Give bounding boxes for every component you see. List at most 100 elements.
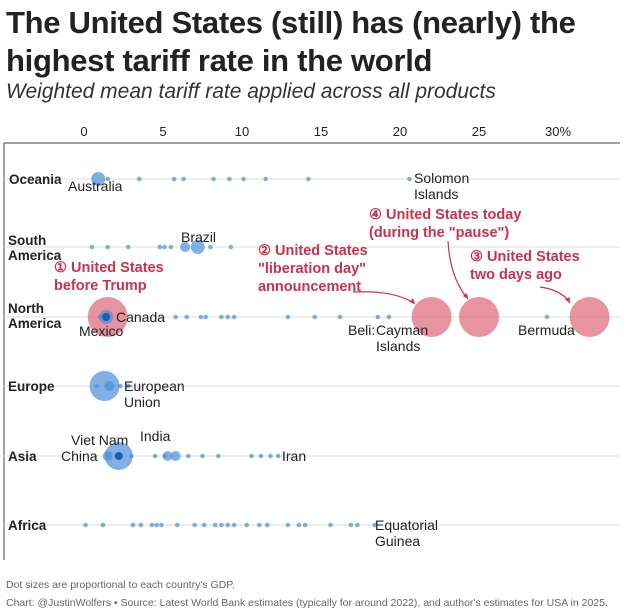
region-label: Africa xyxy=(8,518,47,533)
country-dot xyxy=(170,451,181,461)
country-dot xyxy=(276,453,281,459)
country-dot xyxy=(227,176,232,182)
country-dot xyxy=(104,381,115,391)
country-dot xyxy=(306,176,311,182)
arrowhead-today xyxy=(462,293,468,299)
country-dot xyxy=(225,522,231,528)
country-dot xyxy=(337,314,343,320)
country-dot xyxy=(216,453,221,459)
annotation-before-trump: ① United States before Trump xyxy=(54,260,164,294)
country-dot xyxy=(200,453,205,459)
gdp-size-note: Dot sizes are proportional to each count… xyxy=(6,579,235,591)
country-label: Bermuda xyxy=(518,322,575,338)
annotation-liberation-day: ② United States "liberation day" announcem… xyxy=(258,243,368,295)
country-dot xyxy=(241,176,246,182)
country-dot xyxy=(348,522,354,528)
country-dot xyxy=(162,244,167,250)
country-dot xyxy=(296,522,302,528)
region-label: North America xyxy=(8,301,62,331)
country-dot xyxy=(249,453,254,459)
country-dot xyxy=(159,522,164,528)
country-dot xyxy=(83,522,88,528)
country-label: Cayman Islands xyxy=(376,322,428,354)
country-dot xyxy=(168,244,174,250)
country-dot xyxy=(328,522,333,528)
x-tick-label: 0 xyxy=(80,124,87,139)
country-dot xyxy=(184,314,189,320)
country-dot xyxy=(375,314,381,320)
country-dot xyxy=(97,314,103,320)
country-dot xyxy=(192,522,197,528)
source-note: Chart: @JustinWolfers • Source: Latest W… xyxy=(6,597,608,609)
country-dot xyxy=(231,522,237,528)
x-tick-label: 20 xyxy=(393,124,407,139)
country-dot xyxy=(228,244,234,250)
usa-tariff-circle xyxy=(569,297,610,337)
x-tick-label: 30% xyxy=(545,124,571,139)
x-tick-label: 5 xyxy=(159,124,166,139)
country-dot xyxy=(219,314,224,320)
arrowhead-two-days-ago xyxy=(565,297,570,303)
country-dot xyxy=(372,522,378,528)
country-dot xyxy=(264,522,270,528)
annotation-two-days-ago: ③ United States two days ago xyxy=(470,249,580,283)
country-label: India xyxy=(140,428,171,444)
annotation-today: ④ United States today (during the "pause"… xyxy=(369,207,521,241)
region-label: South America xyxy=(8,233,62,263)
country-dot xyxy=(285,314,291,320)
country-dot xyxy=(91,172,106,186)
country-dot xyxy=(257,522,262,528)
country-label: European Union xyxy=(124,378,185,410)
region-label: Oceania xyxy=(9,172,62,187)
country-dot xyxy=(100,522,106,528)
region-label: Asia xyxy=(8,449,37,464)
country-dot xyxy=(180,242,191,252)
country-dot xyxy=(211,176,216,182)
country-label: Viet Nam xyxy=(71,432,128,448)
country-dot xyxy=(171,176,177,182)
country-dot xyxy=(174,522,180,528)
x-tick-label: 10 xyxy=(235,124,249,139)
country-dot xyxy=(149,522,155,528)
country-label: Canada xyxy=(116,309,165,325)
country-dot xyxy=(212,522,218,528)
country-dot xyxy=(125,244,131,250)
country-label: Solomon Islands xyxy=(414,170,469,202)
chart-subtitle: Weighted mean tariff rate applied across… xyxy=(6,80,496,103)
country-dot xyxy=(198,314,204,320)
country-label: China xyxy=(61,448,98,464)
country-label: Iran xyxy=(282,448,306,464)
country-dot xyxy=(244,522,250,528)
arrow-today xyxy=(447,240,469,300)
country-dot xyxy=(355,522,360,528)
country-dot xyxy=(225,314,231,320)
country-dot xyxy=(312,314,317,320)
country-dot xyxy=(201,522,207,528)
usa-tariff-circle xyxy=(411,297,452,337)
country-dot xyxy=(203,314,208,320)
country-dot xyxy=(162,451,173,461)
country-dot xyxy=(185,453,191,459)
country-dot xyxy=(268,453,273,459)
arrow-two-days-ago xyxy=(539,286,571,304)
country-dot xyxy=(181,176,186,182)
country-dot xyxy=(125,383,131,389)
country-dot xyxy=(105,244,110,250)
country-dot xyxy=(258,453,264,459)
country-dot xyxy=(386,314,392,320)
country-dot xyxy=(231,314,237,320)
country-dot xyxy=(137,176,142,182)
country-dot xyxy=(544,314,550,320)
country-dot xyxy=(152,453,158,459)
country-dot xyxy=(129,453,134,459)
country-label: Equatorial Guinea xyxy=(375,517,438,549)
country-dot xyxy=(285,522,291,528)
china-core-dot xyxy=(114,452,123,460)
region-label: Europe xyxy=(8,379,55,394)
country-dot xyxy=(157,244,163,250)
country-dot xyxy=(105,176,110,182)
canada-core-dot xyxy=(102,313,111,321)
arrowhead-liberation-day xyxy=(409,298,415,304)
x-tick-label: 25 xyxy=(472,124,486,139)
country-dot xyxy=(154,522,159,528)
